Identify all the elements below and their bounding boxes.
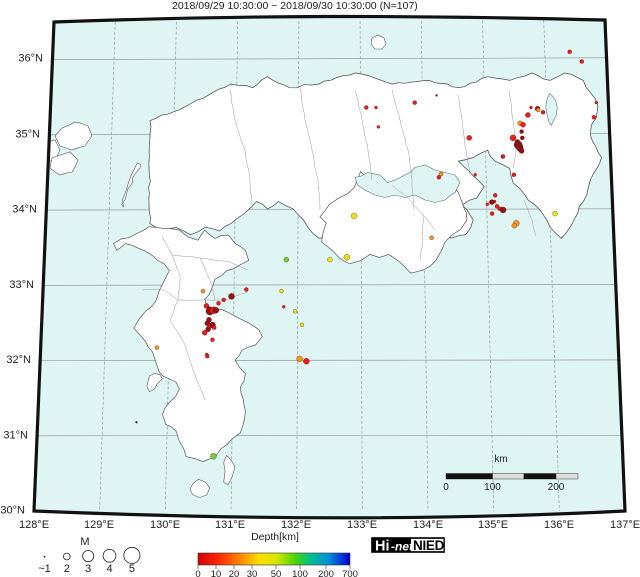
svg-text:50: 50: [271, 569, 282, 577]
svg-text:30: 30: [247, 569, 258, 577]
svg-text:2: 2: [64, 563, 70, 575]
svg-text:700: 700: [342, 569, 358, 577]
svg-text:200: 200: [318, 569, 334, 577]
svg-text:33°N: 33°N: [9, 279, 34, 291]
svg-text:32°N: 32°N: [6, 354, 31, 366]
svg-text:30°N: 30°N: [0, 505, 25, 517]
svg-text:35°N: 35°N: [15, 129, 40, 141]
svg-text:131°E: 131°E: [215, 519, 245, 531]
svg-text:0: 0: [195, 569, 200, 577]
svg-text:34°N: 34°N: [12, 204, 37, 216]
svg-text:M: M: [80, 536, 89, 548]
svg-text:5: 5: [129, 563, 135, 575]
svg-text:NIED: NIED: [413, 538, 445, 553]
svg-text:100: 100: [484, 482, 501, 493]
svg-text:136°E: 136°E: [544, 519, 574, 531]
svg-text:Hi: Hi: [375, 539, 390, 555]
svg-text:~1: ~1: [38, 563, 51, 575]
svg-text:20: 20: [229, 569, 240, 577]
svg-text:128°E: 128°E: [19, 519, 49, 531]
svg-text:4: 4: [106, 563, 112, 575]
svg-text:137°E: 137°E: [610, 519, 640, 531]
svg-text:133°E: 133°E: [347, 519, 377, 531]
svg-text:2018/09/29 10:30:00 ~ 2018/09/: 2018/09/29 10:30:00 ~ 2018/09/30 10:30:0…: [172, 0, 418, 12]
svg-text:130°E: 130°E: [150, 519, 180, 531]
svg-text:0: 0: [443, 482, 449, 493]
svg-text:-net: -net: [391, 540, 414, 554]
svg-text:134°E: 134°E: [413, 519, 443, 531]
svg-text:200: 200: [548, 482, 565, 493]
svg-text:3: 3: [85, 563, 91, 575]
svg-text:Depth[km]: Depth[km]: [251, 531, 299, 543]
svg-text:135°E: 135°E: [478, 519, 508, 531]
svg-text:36°N: 36°N: [18, 53, 43, 65]
svg-text:10: 10: [211, 569, 222, 577]
svg-text:129°E: 129°E: [84, 519, 114, 531]
svg-text:km: km: [494, 454, 507, 465]
svg-text:100: 100: [292, 569, 308, 577]
svg-text:31°N: 31°N: [3, 430, 28, 442]
svg-text:132°E: 132°E: [281, 519, 311, 531]
